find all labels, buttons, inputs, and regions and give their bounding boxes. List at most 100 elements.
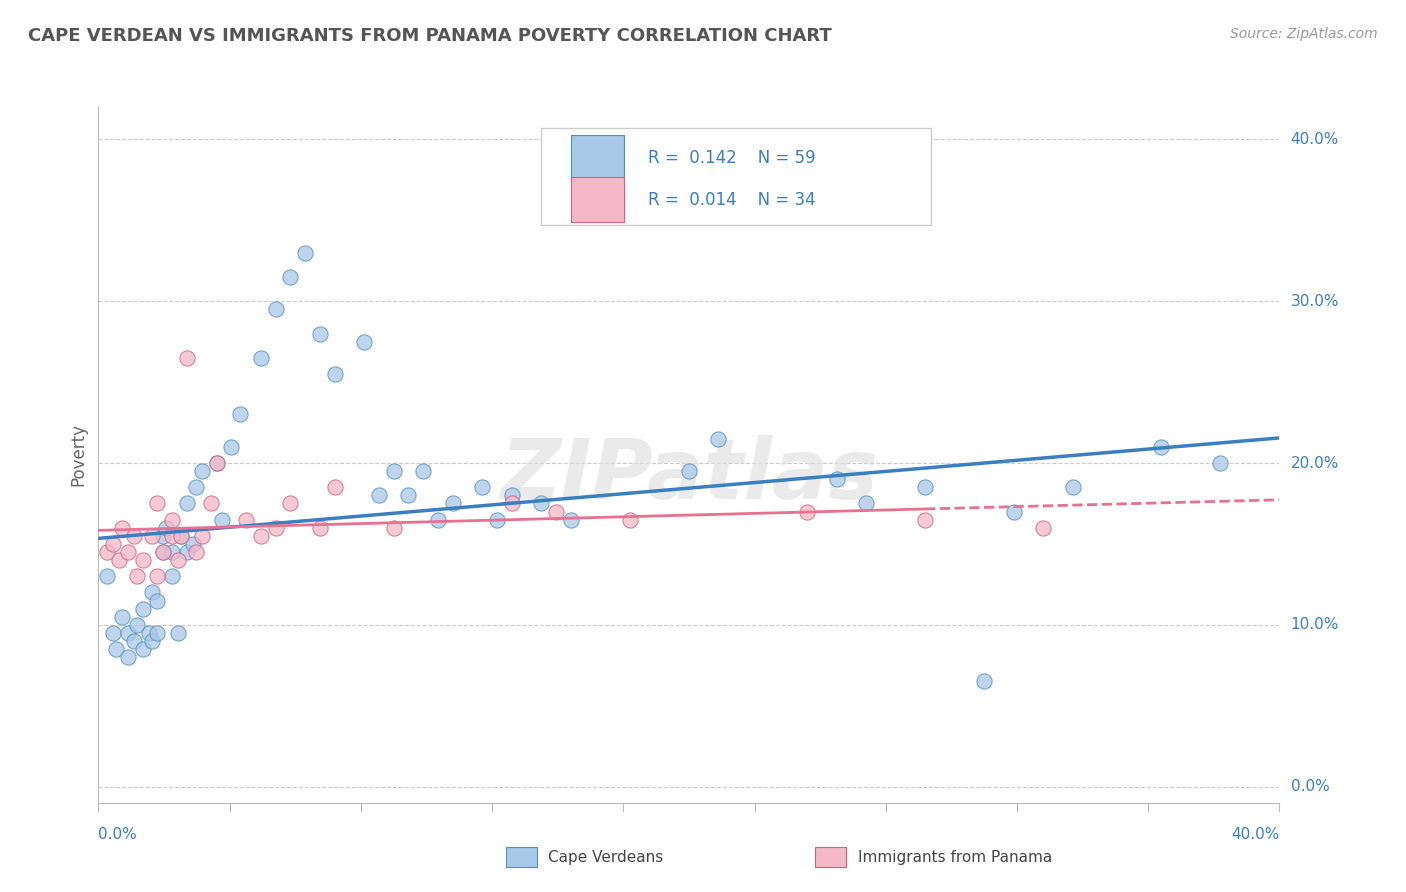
Point (1150, 440, 1173, 454)
Text: 20.0%: 20.0% (1291, 456, 1339, 470)
Point (103, 537, 125, 551)
Point (235, 513, 257, 527)
Point (200, 496, 222, 510)
Point (152, 529, 174, 543)
Point (167, 553, 190, 567)
Point (250, 529, 273, 543)
Point (111, 609, 134, 624)
Text: ZIPatlas: ZIPatlas (501, 435, 877, 516)
Point (1002, 504, 1025, 518)
Point (353, 334, 375, 349)
Point (560, 513, 582, 527)
Text: CAPE VERDEAN VS IMMIGRANTS FROM PANAMA POVERTY CORRELATION CHART: CAPE VERDEAN VS IMMIGRANTS FROM PANAMA P… (28, 27, 832, 45)
Point (1032, 521, 1054, 535)
Point (141, 529, 163, 543)
Point (530, 496, 553, 510)
Point (486, 513, 509, 527)
Point (132, 601, 155, 615)
Point (117, 545, 139, 559)
Point (132, 642, 155, 657)
Point (264, 302, 287, 317)
Point (441, 496, 464, 510)
Point (914, 513, 936, 527)
Point (501, 488, 523, 502)
Point (855, 496, 877, 510)
Point (162, 569, 183, 583)
Point (96, 545, 118, 559)
Point (678, 464, 700, 478)
Text: 40.0%: 40.0% (1232, 827, 1279, 842)
Point (914, 480, 936, 494)
Text: 0.0%: 0.0% (98, 827, 138, 842)
Text: Cape Verdeans: Cape Verdeans (548, 850, 664, 864)
Point (176, 496, 198, 510)
Point (323, 367, 346, 381)
Point (309, 521, 332, 535)
Point (412, 464, 434, 478)
FancyBboxPatch shape (571, 177, 624, 222)
Point (108, 553, 131, 567)
FancyBboxPatch shape (541, 128, 931, 226)
Point (122, 529, 145, 543)
Text: R =  0.014    N = 34: R = 0.014 N = 34 (648, 191, 815, 209)
Point (229, 408, 252, 422)
Point (146, 626, 169, 640)
Point (162, 513, 183, 527)
Point (427, 513, 450, 527)
Point (105, 642, 128, 657)
Text: R =  0.142    N = 59: R = 0.142 N = 59 (648, 149, 815, 167)
Point (117, 626, 139, 640)
Point (1062, 480, 1084, 494)
Text: 40.0%: 40.0% (1291, 132, 1339, 147)
Point (152, 545, 174, 559)
Point (323, 480, 346, 494)
Point (181, 537, 204, 551)
Point (278, 496, 302, 510)
Point (125, 617, 148, 632)
Point (191, 529, 214, 543)
Point (205, 456, 228, 470)
Point (141, 585, 163, 599)
Text: 10.0%: 10.0% (1291, 617, 1339, 632)
Point (501, 496, 523, 510)
Point (250, 351, 273, 365)
Point (111, 521, 134, 535)
Point (707, 432, 730, 446)
Point (471, 480, 494, 494)
Point (278, 269, 302, 284)
Point (825, 472, 848, 486)
Point (146, 593, 169, 607)
Point (184, 480, 207, 494)
Point (141, 634, 163, 648)
Point (138, 626, 160, 640)
Point (176, 545, 198, 559)
Point (162, 545, 183, 559)
Text: Source: ZipAtlas.com: Source: ZipAtlas.com (1230, 27, 1378, 41)
Point (219, 440, 242, 454)
Y-axis label: Poverty: Poverty (69, 424, 87, 486)
Point (125, 569, 148, 583)
Point (155, 521, 177, 535)
Point (396, 488, 419, 502)
Point (167, 626, 190, 640)
FancyBboxPatch shape (571, 136, 624, 180)
Point (211, 513, 233, 527)
Text: 0.0%: 0.0% (1291, 779, 1329, 794)
Point (170, 529, 193, 543)
Point (619, 513, 641, 527)
Point (152, 545, 174, 559)
Point (122, 634, 145, 648)
Point (264, 521, 287, 535)
Point (973, 674, 995, 689)
Point (146, 496, 169, 510)
Point (382, 464, 405, 478)
Point (191, 464, 214, 478)
Point (176, 351, 198, 365)
Point (170, 529, 193, 543)
Point (132, 553, 155, 567)
Point (184, 545, 207, 559)
Point (162, 529, 183, 543)
Point (1209, 456, 1232, 470)
Point (382, 521, 405, 535)
Point (309, 326, 332, 341)
